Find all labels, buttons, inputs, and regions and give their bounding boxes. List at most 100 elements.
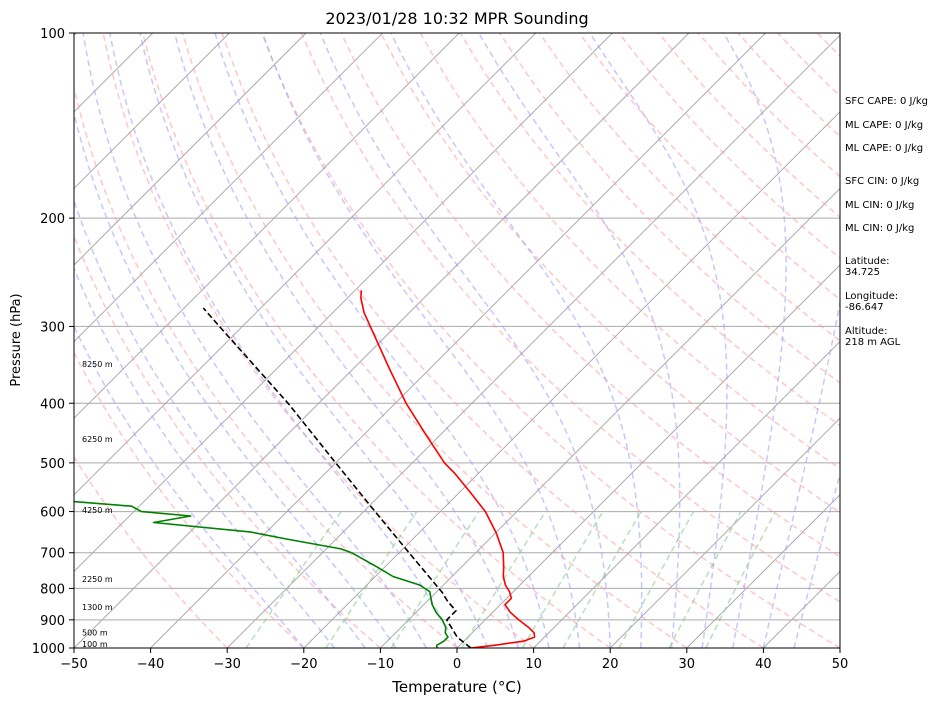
x-tick-label: 40 xyxy=(755,657,772,672)
moist-adiabat-line xyxy=(723,33,787,648)
height-label: 4250 m xyxy=(82,506,113,515)
temperature-profile-line xyxy=(360,290,536,648)
x-tick-label: 20 xyxy=(602,657,619,672)
isotherm-line xyxy=(150,33,766,648)
height-label: 2250 m xyxy=(82,575,113,584)
isotherm-line xyxy=(74,33,613,573)
x-tick-label: −50 xyxy=(60,657,87,672)
x-tick-label: 50 xyxy=(832,657,849,672)
isotherm-line xyxy=(226,34,840,648)
annotation-text: SFC CAPE: 0 J/kg xyxy=(845,96,928,107)
moist-adiabat-line xyxy=(139,33,489,648)
moist-adiabat-line xyxy=(109,33,458,648)
isotherm-line xyxy=(686,494,840,648)
moist-adiabat-line xyxy=(214,33,550,648)
isotherm-line xyxy=(303,111,840,648)
x-tick-label: 0 xyxy=(453,657,461,672)
dry-adiabat-line xyxy=(102,33,535,648)
y-tick-label: 700 xyxy=(40,547,65,562)
mixing-ratio-line xyxy=(618,511,695,648)
x-tick-label: −10 xyxy=(367,657,394,672)
x-tick-label: 30 xyxy=(679,657,696,672)
mixing-ratio-line xyxy=(245,511,342,648)
dry-adiabat-line xyxy=(74,351,305,648)
series-layer xyxy=(74,290,536,648)
mixing-ratio-line xyxy=(521,511,604,648)
isotherm-line xyxy=(74,33,230,190)
y-tick-label: 100 xyxy=(40,27,65,42)
moist-adiabat-line xyxy=(762,298,840,648)
chart-title: 2023/01/28 10:32 MPR Sounding xyxy=(325,9,588,28)
height-label: 6250 m xyxy=(82,435,113,444)
x-tick-label: −30 xyxy=(213,657,240,672)
dry-adiabat-line xyxy=(578,33,840,301)
x-tick-label: −20 xyxy=(290,657,317,672)
moist-adiabat-line xyxy=(319,33,611,648)
height-label: 100 m xyxy=(82,640,108,649)
moist-adiabat-line xyxy=(390,33,643,648)
mixing-ratio-line xyxy=(668,511,742,648)
isotherm-line xyxy=(74,33,690,648)
label-layer: 2023/01/28 10:32 MPR Sounding Temperatur… xyxy=(9,9,589,696)
moist-adiabat-line xyxy=(261,33,581,648)
moist-adiabat-line xyxy=(793,471,840,648)
dry-adiabat-line xyxy=(181,33,688,648)
moist-adiabat-line xyxy=(173,33,520,648)
y-tick-label: 300 xyxy=(40,320,65,335)
annotation-text: ML CAPE: 0 J/kg xyxy=(845,120,923,131)
annotation-text: ML CAPE: 0 J/kg xyxy=(845,143,923,154)
annotation-text: Altitude: xyxy=(845,326,887,337)
moist-adiabat-line xyxy=(74,198,366,648)
annotation-text: ML CIN: 0 J/kg xyxy=(845,200,914,211)
dry-adiabat-line xyxy=(74,83,458,648)
isotherm-line xyxy=(74,33,460,419)
isotherm-line xyxy=(609,417,840,648)
mixing-ratio-line xyxy=(461,511,547,648)
annotation-text: ML CIN: 0 J/kg xyxy=(845,223,914,234)
y-tick-label: 900 xyxy=(40,614,65,629)
annotation-text: 218 m AGL xyxy=(845,337,901,348)
dry-adiabat-line xyxy=(74,455,228,648)
dewpoint-profile-line xyxy=(74,500,449,648)
mixing-ratio-line xyxy=(390,511,480,648)
y-tick-label: 200 xyxy=(40,212,65,227)
dry-adiabat-line xyxy=(142,33,611,648)
mixing-ratio-line xyxy=(562,511,642,648)
x-axis-label: Temperature (°C) xyxy=(391,678,521,696)
moist-adiabat-line xyxy=(82,33,428,648)
height-label: 1300 m xyxy=(82,603,113,612)
plot-frame xyxy=(73,32,841,649)
y-tick-label: 400 xyxy=(40,397,65,412)
x-tick-label: −40 xyxy=(137,657,164,672)
parcel-profile-line xyxy=(202,307,472,648)
isotherm-line xyxy=(380,187,840,648)
isotherm-line xyxy=(533,340,840,648)
y-tick-label: 500 xyxy=(40,457,65,472)
y-tick-label: 1000 xyxy=(32,642,65,657)
moist-adiabat-line xyxy=(74,110,397,648)
grid-layer xyxy=(74,33,946,648)
isotherm-line xyxy=(74,33,383,343)
isotherm-line xyxy=(74,33,307,266)
height-label: 8250 m xyxy=(82,360,113,369)
moist-adiabat-line xyxy=(74,266,335,648)
dry-adiabat-line xyxy=(221,33,764,648)
annotation-text: Longitude: xyxy=(845,291,898,302)
height-label: 500 m xyxy=(82,628,108,637)
x-tick-label: 10 xyxy=(525,657,542,672)
y-tick-label: 800 xyxy=(40,582,65,597)
annotation-panel: SFC CAPE: 0 J/kg ML CAPE: 0 J/kg ML CAPE: … xyxy=(845,96,928,348)
y-axis-label: Pressure (hPa) xyxy=(9,293,24,386)
annotation-text: SFC CIN: 0 J/kg xyxy=(845,176,919,187)
axis-layer: −50 −40 −30 −20 −10 0 10 20 30 40 50 1000 900 800 700 6… xyxy=(32,27,848,672)
mixing-ratio-line xyxy=(325,511,418,648)
y-tick-label: 600 xyxy=(40,506,65,521)
moist-adiabat-line xyxy=(478,33,681,648)
annotation-text: 34.725 xyxy=(845,267,880,278)
annotation-text: Latitude: xyxy=(845,256,890,267)
moist-adiabat-line xyxy=(589,33,728,648)
mixing-ratio-line xyxy=(705,511,776,648)
isotherm-line xyxy=(74,33,537,496)
dry-adiabat-line xyxy=(936,33,946,648)
